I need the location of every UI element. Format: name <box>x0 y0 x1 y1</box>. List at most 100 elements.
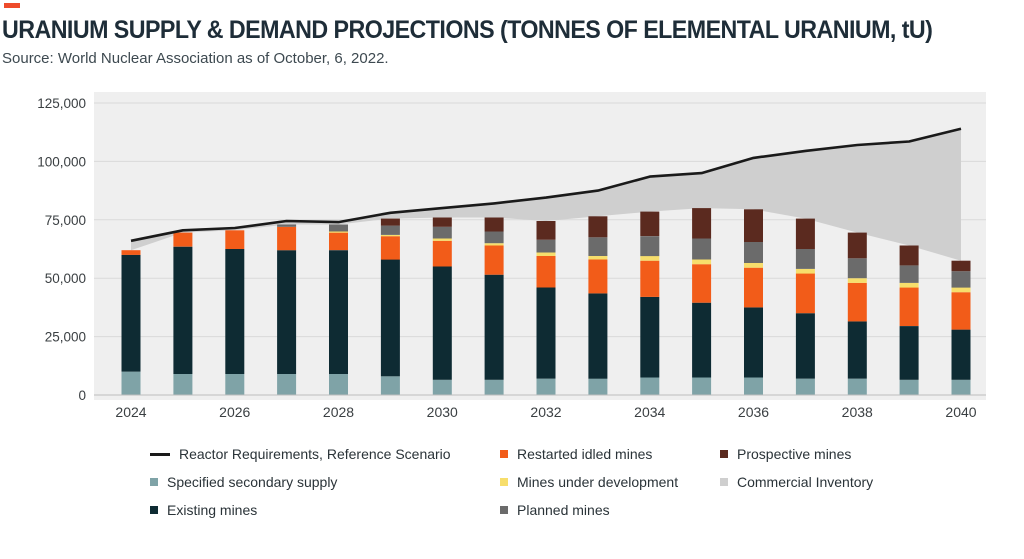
bar-segment-mines-under-development <box>380 235 400 237</box>
bar-segment-prospective-mines <box>744 209 763 242</box>
legend-item: Existing mines <box>150 502 257 518</box>
bar-segment-specified-secondary-supply <box>225 374 245 395</box>
bar-segment-planned-mines <box>432 226 452 239</box>
bar-segment-existing-mines <box>899 326 919 380</box>
bar-segment-planned-mines <box>899 265 919 283</box>
bar-segment-planned-mines <box>277 224 297 227</box>
bar-segment-existing-mines <box>225 249 245 374</box>
bar-segment-mines-under-development <box>432 238 452 241</box>
bar-segment-prospective-mines <box>899 245 919 266</box>
legend-label: Restarted idled mines <box>517 446 653 462</box>
bar-segment-prospective-mines <box>847 232 867 259</box>
bar-segment-specified-secondary-supply <box>951 379 971 395</box>
legend-label: Specified secondary supply <box>167 474 338 490</box>
bar-segment-prospective-mines <box>432 217 452 227</box>
legend-swatch <box>720 478 728 486</box>
chart-legend: Reactor Requirements, Reference Scenario… <box>150 442 910 528</box>
bar-segment-mines-under-development <box>640 256 660 261</box>
bar-segment-existing-mines <box>277 250 297 374</box>
bar-segment-mines-under-development <box>847 278 867 283</box>
bar-segment-restarted-idled-mines <box>277 226 297 251</box>
legend-item: Mines under development <box>500 474 678 490</box>
bar-segment-existing-mines <box>588 293 608 379</box>
bar-segment-existing-mines <box>380 259 400 377</box>
x-tick-label: 2040 <box>945 404 976 420</box>
bar-segment-mines-under-development <box>329 231 348 233</box>
legend-item: Commercial Inventory <box>720 474 873 490</box>
legend-swatch <box>500 478 508 486</box>
bar-segment-mines-under-development <box>795 268 815 274</box>
bar-segment-existing-mines <box>692 302 712 378</box>
bar-segment-planned-mines <box>536 239 556 253</box>
legend-label: Prospective mines <box>737 446 852 462</box>
legend-item: Specified secondary supply <box>150 474 337 490</box>
chart-subtitle: Source: World Nuclear Association as of … <box>2 50 389 67</box>
bar-segment-prospective-mines <box>951 260 971 272</box>
bar-segment-prospective-mines <box>536 221 556 240</box>
legend-swatch <box>150 506 158 514</box>
bar-segment-specified-secondary-supply <box>173 374 193 395</box>
legend-swatch <box>720 450 728 458</box>
bar-segment-restarted-idled-mines <box>173 232 193 247</box>
bar-segment-mines-under-development <box>484 243 504 246</box>
bar-segment-specified-secondary-supply <box>536 378 556 395</box>
bar-segment-restarted-idled-mines <box>795 273 815 314</box>
bar-segment-existing-mines <box>536 287 556 379</box>
bar-segment-existing-mines <box>795 313 815 379</box>
bar-segment-prospective-mines <box>484 217 504 232</box>
legend-item: Planned mines <box>500 502 610 518</box>
bar-segment-specified-secondary-supply <box>329 374 348 395</box>
bar-segment-specified-secondary-supply <box>847 378 867 395</box>
x-tick-label: 2034 <box>634 404 665 420</box>
bar-segment-existing-mines <box>432 266 452 380</box>
y-tick-label: 25,000 <box>45 330 86 345</box>
bar-segment-restarted-idled-mines <box>484 245 504 275</box>
bar-segment-existing-mines <box>951 329 971 380</box>
bar-segment-existing-mines <box>173 246 193 374</box>
bar-segment-specified-secondary-supply <box>277 374 297 395</box>
bar-segment-mines-under-development <box>588 256 608 260</box>
legend-label: Commercial Inventory <box>737 474 874 490</box>
bar-segment-existing-mines <box>484 274 504 380</box>
y-axis: 0 25,000 50,000 75,000 100,000 125,000 <box>37 96 86 403</box>
stacked-bars <box>121 208 971 395</box>
x-tick-label: 2028 <box>323 404 354 420</box>
bar-segment-mines-under-development <box>692 259 712 265</box>
y-tick-label: 100,000 <box>37 154 86 169</box>
bar-segment-restarted-idled-mines <box>121 250 141 255</box>
bar-segment-restarted-idled-mines <box>692 264 712 303</box>
legend-swatch <box>500 506 508 514</box>
bar-segment-prospective-mines <box>640 211 660 237</box>
y-tick-label: 0 <box>78 388 86 403</box>
x-tick-label: 2032 <box>530 404 561 420</box>
legend-swatch <box>500 450 508 458</box>
bar-segment-planned-mines <box>847 258 867 279</box>
bar-segment-planned-mines <box>640 236 660 257</box>
chart-title: URANIUM SUPPLY & DEMAND PROJECTIONS (TON… <box>2 16 933 44</box>
legend-item: Restarted idled mines <box>500 446 652 462</box>
bar-segment-planned-mines <box>795 249 815 269</box>
bar-segment-restarted-idled-mines <box>329 232 348 251</box>
legend-swatch <box>150 452 170 456</box>
x-tick-label: 2024 <box>115 404 146 420</box>
bar-segment-existing-mines <box>329 250 348 374</box>
bar-segment-restarted-idled-mines <box>536 256 556 288</box>
x-tick-label: 2030 <box>427 404 458 420</box>
bar-segment-existing-mines <box>744 307 763 378</box>
bar-segment-restarted-idled-mines <box>432 240 452 267</box>
brand-accent-bar <box>4 3 20 8</box>
commercial-inventory-area <box>131 128 961 261</box>
bar-segment-planned-mines <box>380 225 400 235</box>
bar-segment-restarted-idled-mines <box>225 230 245 249</box>
y-tick-label: 50,000 <box>45 271 86 286</box>
bar-segment-specified-secondary-supply <box>899 379 919 395</box>
x-tick-label: 2038 <box>842 404 873 420</box>
bar-segment-restarted-idled-mines <box>380 236 400 260</box>
bar-segment-specified-secondary-supply <box>692 377 712 395</box>
legend-label: Existing mines <box>167 502 258 518</box>
bar-segment-existing-mines <box>847 321 867 379</box>
bar-segment-specified-secondary-supply <box>795 378 815 395</box>
bar-segment-planned-mines <box>692 238 712 260</box>
bar-segment-planned-mines <box>588 237 608 256</box>
